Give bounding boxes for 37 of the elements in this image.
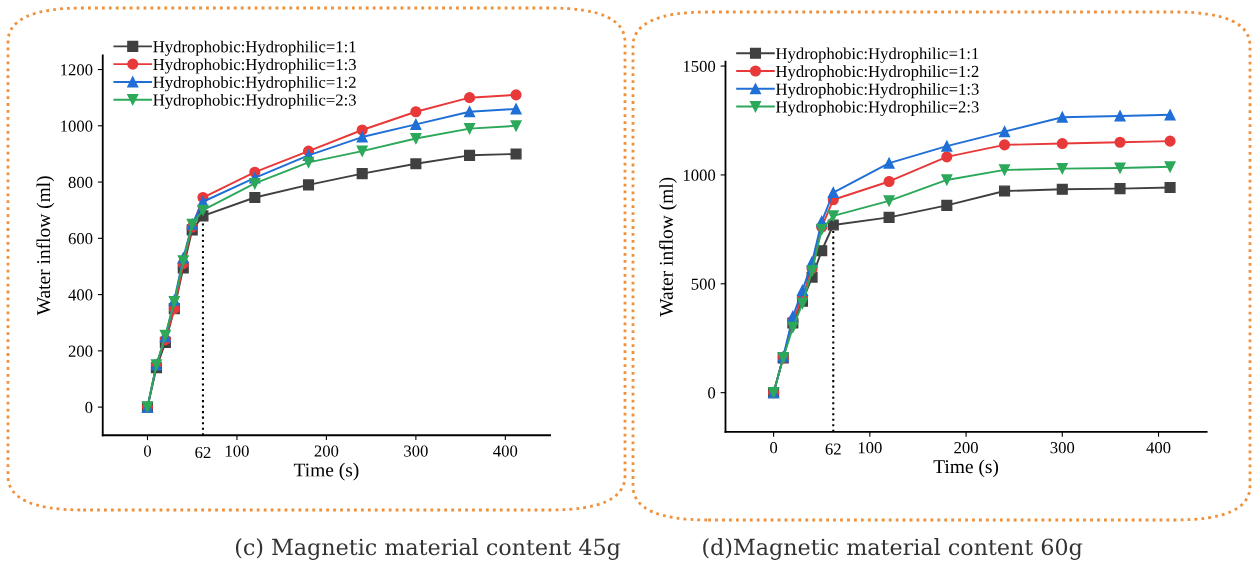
y-tick-label: 0	[708, 387, 716, 399]
x-tick-label: 400	[1146, 442, 1171, 454]
x-tick-label: 200	[314, 445, 339, 457]
ref-line-label: 62	[195, 446, 211, 459]
y-tick-label: 1000	[61, 120, 93, 132]
x-tick-label: 300	[1050, 442, 1075, 454]
legend-label: Hydrophobic:Hydrophilic=1:1	[153, 40, 356, 56]
legend-label: Hydrophobic:Hydrophilic=2:3	[775, 100, 979, 116]
x-tick-label: 200	[954, 442, 978, 454]
x-tick-label: 100	[225, 445, 249, 457]
text: (c) Magnetic material content 45g	[235, 538, 621, 560]
x-tick-label: 0	[143, 445, 152, 457]
x-axis-title: Time (s)	[293, 462, 359, 481]
y-tick-label: 600	[68, 233, 93, 245]
legend-label: Hydrophobic:Hydrophilic=1:3	[153, 58, 356, 74]
legend-label: Hydrophobic:Hydrophilic=1:1	[775, 47, 979, 63]
x-tick-label: 100	[858, 442, 882, 454]
y-axis-title: Water inflow (ml)	[659, 177, 677, 317]
y-tick-label: 200	[68, 345, 93, 357]
x-tick-label: 0	[770, 442, 778, 454]
text: (d)Magnetic material content 60g	[703, 538, 1083, 560]
x-tick-label: 300	[404, 445, 428, 457]
y-tick-label: 1200	[61, 64, 93, 76]
x-tick-label: 400	[493, 445, 518, 457]
y-tick-label: 800	[68, 176, 93, 189]
y-axis-title: Water inflow (ml)	[36, 176, 55, 316]
legend-label: Hydrophobic:Hydrophilic=2:3	[153, 93, 356, 110]
y-tick-label: 0	[85, 401, 93, 414]
y-tick-label: 1500	[683, 60, 716, 72]
y-tick-label: 500	[691, 278, 716, 290]
legend-label: Hydrophobic:Hydrophilic=1:2	[775, 65, 979, 81]
x-axis-title: Time (s)	[933, 459, 999, 478]
legend-label: Hydrophobic:Hydrophilic=1:3	[775, 83, 979, 99]
y-tick-label: 1000	[683, 169, 716, 181]
y-tick-label: 400	[68, 289, 93, 301]
legend-label: Hydrophobic:Hydrophilic=1:2	[153, 76, 356, 92]
ref-line-label: 62	[825, 443, 841, 455]
